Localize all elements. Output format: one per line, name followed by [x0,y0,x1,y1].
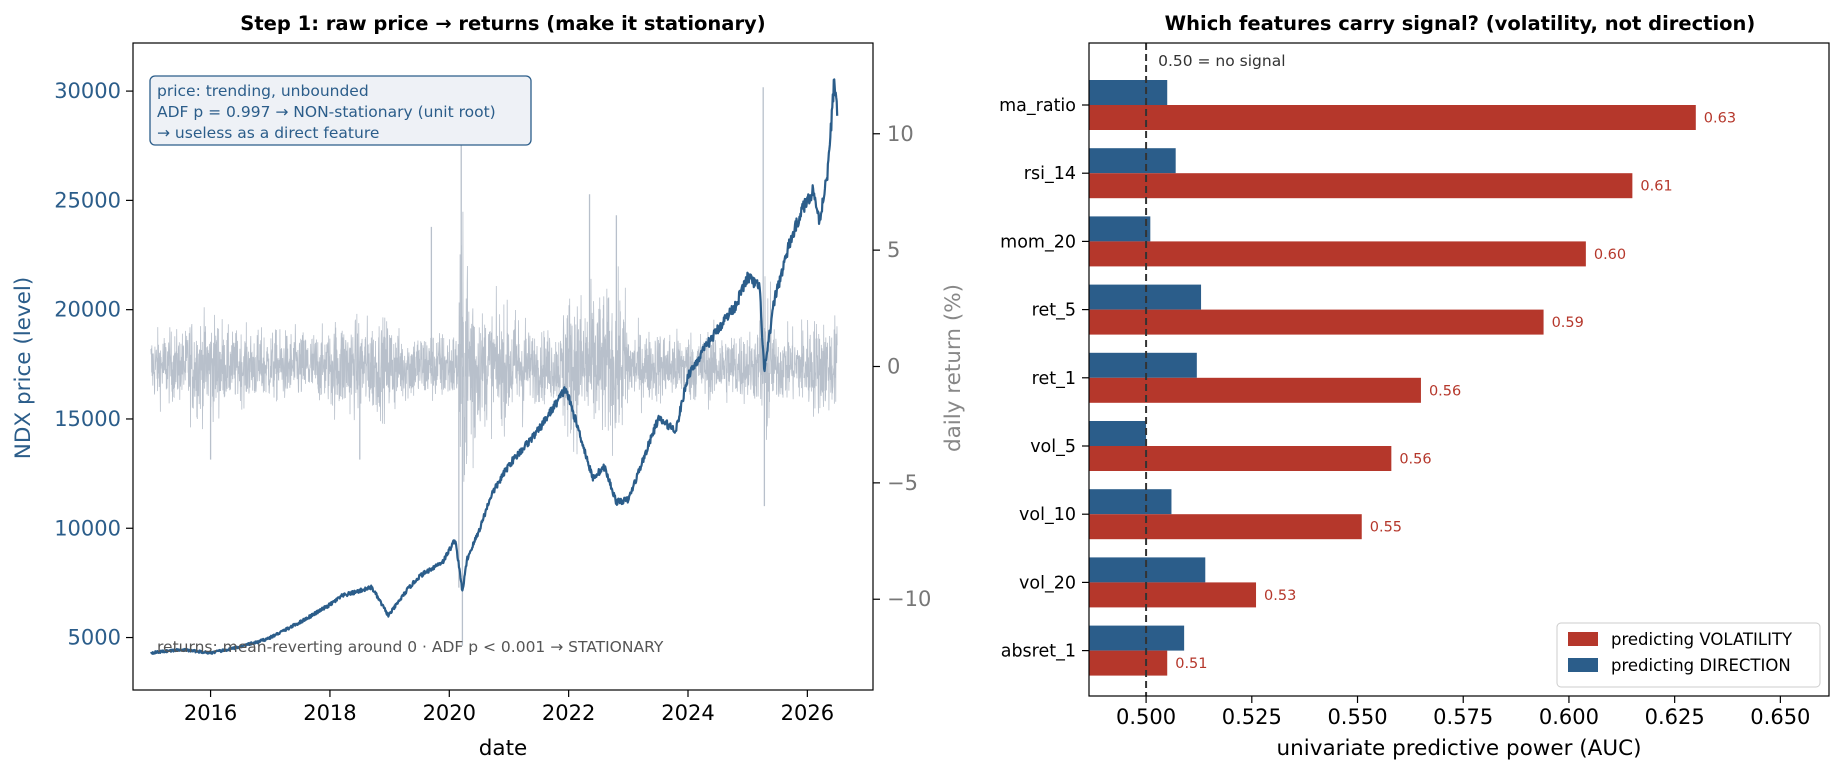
bar-value-label: 0.59 [1552,315,1584,331]
feature-labels: ma_ratio rsi_14 mom_20 ret_5 ret_1 vol_5 vol_1… [999,96,1089,662]
right-tick-label: −5 [887,471,918,495]
y-tick-label: 5000 [68,626,121,650]
bar-value-label: 0.56 [1429,383,1461,399]
bar-volatility [1089,105,1696,130]
bar-direction [1089,421,1147,446]
bar-value-label: 0.60 [1594,247,1626,263]
feature-label: vol_10 [1019,505,1076,525]
x-tick-label: 2016 [184,701,237,725]
legend-swatch-volatility [1568,632,1598,646]
feature-label: ret_5 [1032,301,1076,321]
legend-label-direction: predicting DIRECTION [1611,656,1791,675]
annotation-line-2: ADF p = 0.997 → NON-stationary (unit roo… [157,103,496,121]
x-tick-label: 0.500 [1116,705,1176,729]
bar-direction [1089,80,1168,105]
x-tick-label: 0.575 [1433,705,1493,729]
feature-label: ret_1 [1032,369,1076,389]
right-plot-frame [1088,42,1830,697]
price-returns-panel: Step 1: raw price → returns (make it sta… [11,12,966,761]
bar-volatility [1089,173,1633,199]
bar-direction [1089,557,1206,583]
right-tick-label: −10 [887,587,931,611]
bar-value-label: 0.56 [1399,452,1431,468]
y-tick-label: 10000 [54,516,121,540]
bar-volatility [1089,241,1586,267]
auc-bars: 0.63 0.61 0.60 0.59 0.56 0.56 0.55 0.53 0.51 [1089,80,1736,676]
y-tick-label: 25000 [54,188,121,212]
returns-series [150,87,838,646]
no-signal-label: 0.50 = no signal [1158,52,1285,70]
returns-line [150,211,838,482]
x-tick-label: 0.600 [1539,705,1599,729]
right-chart-title: Which features carry signal? (volatility… [1165,12,1756,35]
bar-direction [1089,216,1151,242]
right-y-axis-label: daily return (%) [941,284,966,452]
bar-volatility [1089,309,1544,335]
right-tick-label: 0 [887,355,900,379]
feature-auc-panel: Which features carry signal? (volatility… [999,12,1830,761]
feature-label: absret_1 [1001,642,1076,662]
y-tick-label: 20000 [54,298,121,322]
feature-label: vol_20 [1019,573,1076,593]
x-tick-label: 0.625 [1645,705,1705,729]
bar-volatility [1089,582,1257,608]
bar-direction [1089,489,1172,515]
annotation-line-3: → useless as a direct feature [157,124,379,142]
x-tick-label: 2022 [542,701,595,725]
legend: predicting VOLATILITY predicting DIRECTI… [1556,622,1821,688]
returns-annotation: returns: mean-reverting around 0 · ADF p… [157,638,664,656]
x-tick-label: 0.650 [1750,705,1810,729]
right-tick-label: 10 [887,122,914,146]
feature-label: mom_20 [1000,232,1076,252]
bar-value-label: 0.61 [1640,179,1672,195]
bar-value-label: 0.63 [1704,111,1736,127]
legend-swatch-direction [1568,658,1598,672]
right-x-axis-label: univariate predictive power (AUC) [1277,736,1642,761]
bar-volatility [1089,377,1421,403]
bar-direction [1089,284,1202,310]
right-y-ticks: −10 −5 0 5 10 [873,122,931,611]
feature-label: rsi_14 [1024,164,1076,184]
y-tick-label: 30000 [54,79,121,103]
right-x-ticks: 0.500 0.525 0.550 0.575 0.600 0.625 0.650 [1116,696,1810,729]
price-line [149,78,839,655]
left-y-axis-label: NDX price (level) [11,277,36,459]
bar-volatility [1089,650,1168,676]
feature-label: ma_ratio [999,96,1076,116]
y-tick-label: 15000 [54,407,121,431]
left-y-ticks: 5000 10000 15000 20000 25000 30000 [54,79,133,650]
annotation-box: price: trending, unbounded ADF p = 0.997… [149,75,532,146]
x-tick-label: 2018 [303,701,356,725]
x-tick-label: 0.525 [1222,705,1282,729]
legend-label-volatility: predicting VOLATILITY [1611,630,1793,649]
left-x-axis-label: date [479,736,527,761]
annotation-line-1: price: trending, unbounded [157,82,369,100]
feature-label: vol_5 [1030,437,1076,457]
right-tick-label: 5 [887,238,900,262]
bar-volatility [1089,446,1392,471]
bar-direction [1089,148,1176,174]
x-tick-label: 2026 [781,701,834,725]
x-tick-label: 2024 [661,701,714,725]
bar-value-label: 0.55 [1370,520,1402,536]
left-chart-title: Step 1: raw price → returns (make it sta… [240,12,765,35]
left-x-ticks: 2016 2018 2020 2022 2024 2026 [184,690,834,725]
bar-direction [1089,625,1185,651]
bar-volatility [1089,514,1362,540]
bar-value-label: 0.51 [1175,656,1207,672]
bar-direction [1089,352,1197,378]
x-tick-label: 2020 [423,701,476,725]
x-tick-label: 0.550 [1327,705,1387,729]
bar-value-label: 0.53 [1264,588,1296,604]
